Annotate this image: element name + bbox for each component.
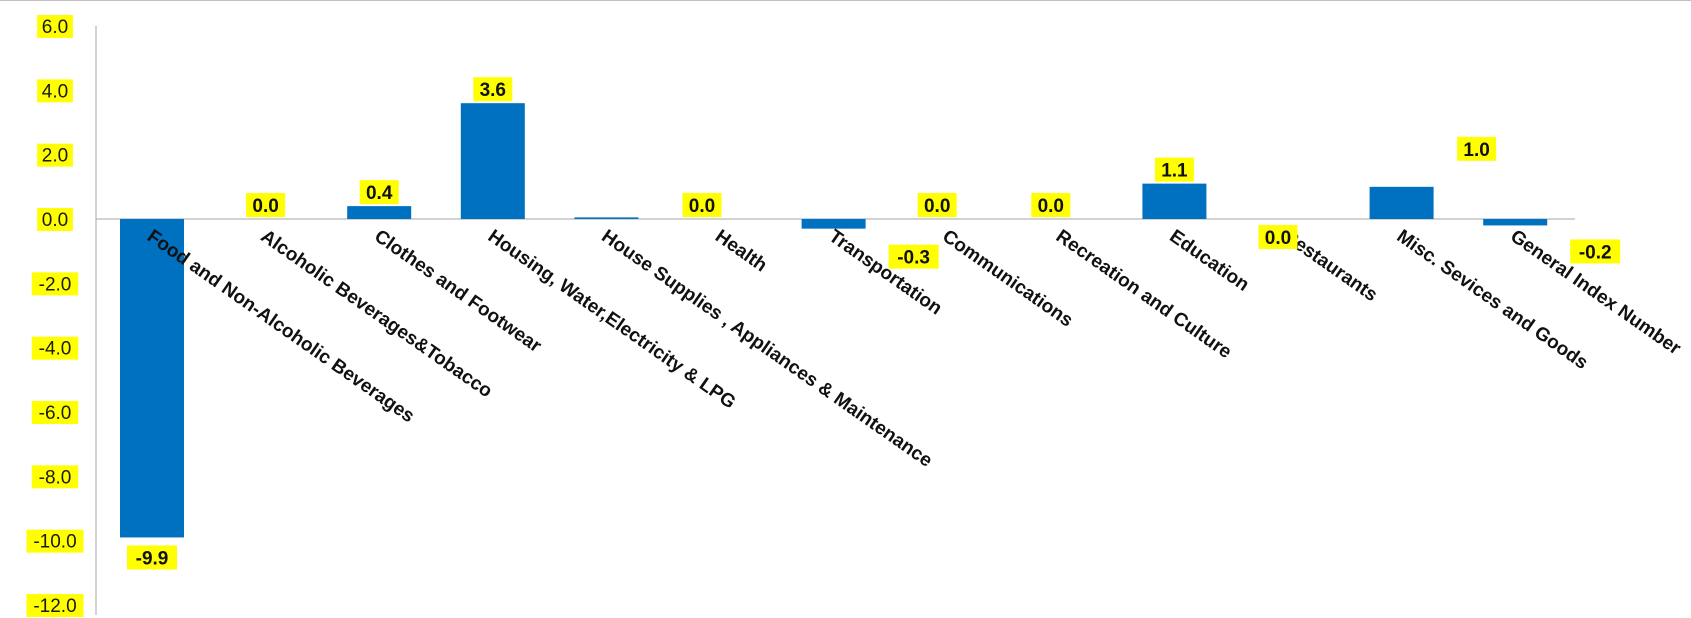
bar: [1483, 219, 1548, 226]
y-tick-label: 2.0: [37, 143, 73, 167]
svg-text:0.0: 0.0: [1038, 196, 1064, 217]
data-label: 1.0: [1457, 136, 1497, 161]
bar: [801, 219, 866, 229]
svg-text:-8.0: -8.0: [39, 467, 72, 488]
svg-text:0.0: 0.0: [252, 196, 278, 217]
y-tick-label: 6.0: [37, 15, 73, 38]
bar: [347, 206, 412, 219]
data-label: 0.0: [1031, 193, 1071, 217]
y-tick-label: -6.0: [31, 401, 79, 424]
data-label: -0.2: [1570, 239, 1621, 264]
svg-text:1.0: 1.0: [1463, 140, 1489, 161]
bar: [1142, 183, 1207, 219]
svg-text:4.0: 4.0: [42, 81, 68, 102]
data-label: -0.3: [888, 244, 939, 269]
category-label: Education: [1166, 226, 1253, 296]
svg-text:0.0: 0.0: [924, 196, 950, 217]
svg-text:3.6: 3.6: [480, 80, 506, 101]
bar: [1369, 186, 1434, 219]
category-label: Misc. Sevices and Goods: [1393, 226, 1592, 374]
svg-text:-4.0: -4.0: [39, 339, 72, 360]
axes: [95, 26, 1575, 615]
svg-text:-0.2: -0.2: [1579, 242, 1612, 263]
y-tick-label: -4.0: [31, 336, 79, 360]
data-label: 0.0: [1258, 225, 1298, 249]
data-label: 0.4: [359, 180, 399, 205]
svg-text:-0.3: -0.3: [897, 248, 930, 269]
data-label: 0.0: [682, 193, 722, 217]
y-tick-label: -12.0: [26, 594, 84, 617]
y-tick-label: -2.0: [31, 272, 79, 296]
svg-text:-2.0: -2.0: [39, 274, 72, 295]
data-labels: -9.9 0.0 0.4 3.6 0.0 -0.3 0.0 0.0 1.1 0.0 1.0 -0.2: [127, 77, 1621, 570]
svg-text:0.0: 0.0: [42, 210, 68, 231]
category-label: Alcoholic Beverages&Tobacco: [257, 226, 496, 402]
svg-text:2.0: 2.0: [42, 146, 68, 167]
svg-text:-9.9: -9.9: [136, 548, 169, 569]
bar: [460, 103, 525, 219]
data-label: 0.0: [917, 193, 957, 217]
bar: [120, 219, 184, 538]
data-label: -9.9: [127, 545, 177, 570]
svg-text:1.1: 1.1: [1161, 161, 1188, 182]
svg-text:-12.0: -12.0: [33, 596, 76, 617]
svg-text:6.0: 6.0: [42, 17, 68, 38]
svg-text:-6.0: -6.0: [39, 403, 72, 424]
svg-text:0.4: 0.4: [366, 183, 393, 204]
y-tick-label: -10.0: [26, 529, 84, 553]
data-label: 1.1: [1154, 157, 1194, 182]
svg-text:-10.0: -10.0: [33, 532, 76, 553]
y-tick-label: -8.0: [31, 465, 79, 489]
y-tick-label: 0.0: [37, 208, 73, 231]
category-label: Housing, Water,Electricity & LPG: [484, 226, 739, 414]
bars: [120, 103, 1548, 538]
data-label: 3.6: [473, 77, 513, 102]
category-label: Health: [711, 226, 771, 277]
svg-text:0.0: 0.0: [689, 196, 715, 217]
y-axis-tick-labels: 6.0 4.0 2.0 0.0 -2.0 -4.0 -6.0 -8.0 -10.0 -12.0: [26, 15, 84, 617]
category-label: Transportation: [825, 226, 946, 319]
svg-text:0.0: 0.0: [1265, 228, 1291, 249]
bar: [574, 217, 639, 219]
y-tick-label: 4.0: [37, 79, 73, 103]
data-label: 0.0: [246, 193, 286, 217]
